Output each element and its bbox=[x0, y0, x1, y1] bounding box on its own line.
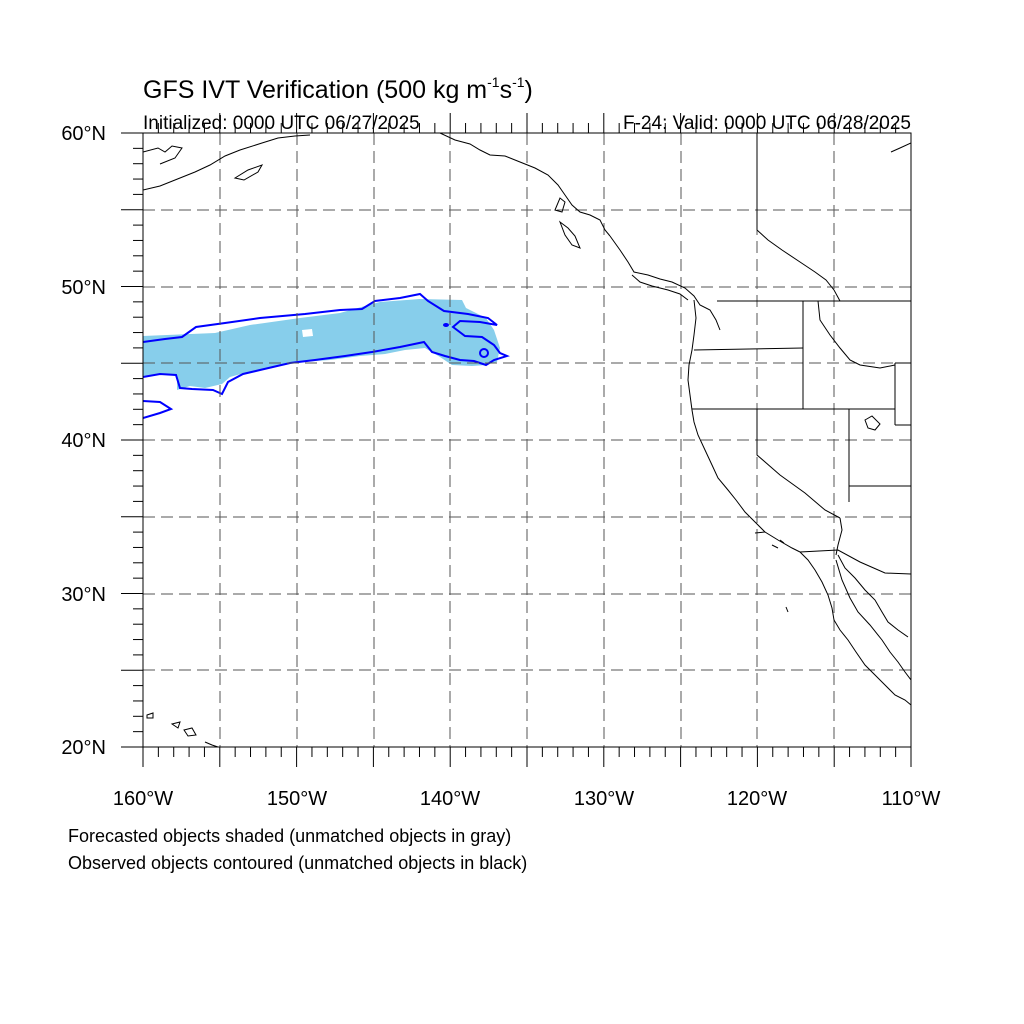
x-tick-label: 110°W bbox=[882, 788, 941, 810]
axis-ticks bbox=[121, 113, 912, 767]
political-boundaries bbox=[692, 133, 911, 575]
observed-ivt-contour bbox=[143, 292, 510, 396]
x-tick-label: 160°W bbox=[113, 788, 173, 810]
forecast-ivt-object bbox=[143, 299, 500, 390]
legend-observed-caption: Observed objects contoured (unmatched ob… bbox=[68, 853, 528, 873]
valid-time-label: F-24: Valid: 0000 UTC 06/28/2025 bbox=[623, 113, 911, 134]
x-tick-label: 140°W bbox=[420, 788, 480, 810]
y-tick-label: 60°N bbox=[61, 123, 106, 145]
observed-contour-blob bbox=[443, 323, 449, 327]
gridlines bbox=[143, 133, 911, 747]
observed-contour-secondary bbox=[143, 400, 174, 419]
y-tick-label: 20°N bbox=[61, 737, 106, 759]
y-tick-label: 30°N bbox=[61, 584, 106, 606]
x-tick-label: 150°W bbox=[267, 788, 327, 810]
legend-forecast-caption: Forecasted objects shaded (unmatched obj… bbox=[68, 826, 512, 846]
coastlines bbox=[143, 133, 911, 747]
y-tick-label: 40°N bbox=[61, 430, 106, 452]
observed-contour-loop bbox=[479, 348, 489, 358]
figure-title: GFS IVT Verification (500 kg m-1s-1) bbox=[143, 74, 533, 104]
map-panel bbox=[121, 113, 912, 767]
y-axis-labels: 60°N 50°N 40°N 30°N 20°N bbox=[61, 123, 106, 759]
x-tick-label: 130°W bbox=[574, 788, 634, 810]
y-tick-label: 50°N bbox=[61, 277, 106, 299]
x-tick-label: 120°W bbox=[727, 788, 787, 810]
x-axis-labels: 160°W 150°W 140°W 130°W 120°W 110°W bbox=[113, 788, 941, 810]
forecast-object-gap bbox=[302, 329, 313, 337]
